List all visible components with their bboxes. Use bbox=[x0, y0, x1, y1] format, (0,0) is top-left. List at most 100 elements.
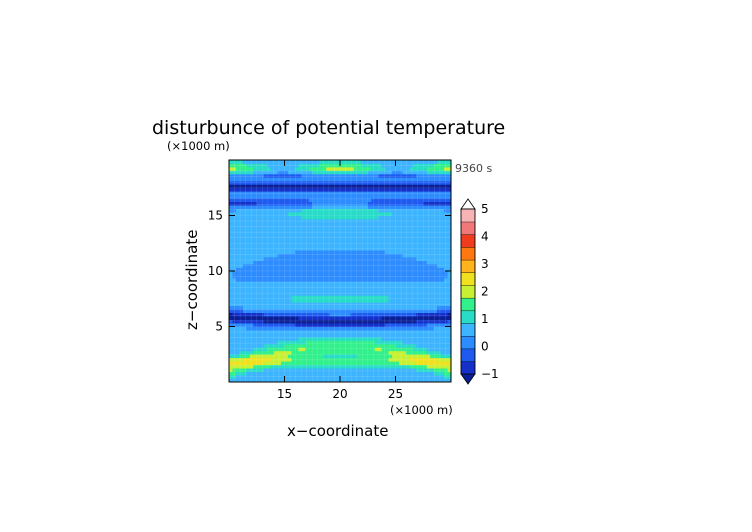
field-cell bbox=[409, 347, 414, 352]
field-cell bbox=[294, 319, 299, 324]
field-cell bbox=[426, 271, 431, 275]
field-cell bbox=[308, 371, 313, 376]
field-cell bbox=[298, 378, 303, 382]
field-cell bbox=[253, 347, 258, 352]
field-cell bbox=[385, 312, 389, 317]
field-cell bbox=[322, 229, 327, 234]
field-cell bbox=[253, 184, 258, 189]
field-cell bbox=[402, 264, 407, 268]
field-cell bbox=[281, 260, 285, 265]
field-cell bbox=[239, 288, 244, 293]
field-cell bbox=[392, 281, 396, 286]
field-cell bbox=[246, 336, 251, 341]
field-cell bbox=[263, 281, 268, 286]
field-cell bbox=[301, 187, 306, 192]
field-cell bbox=[229, 375, 233, 379]
field-cell bbox=[447, 316, 451, 320]
field-cell bbox=[426, 184, 431, 189]
field-cell bbox=[357, 329, 362, 334]
field-cell bbox=[433, 319, 438, 324]
field-cell bbox=[229, 232, 233, 237]
field-cell bbox=[440, 333, 445, 338]
field-cell bbox=[281, 257, 285, 261]
field-cell bbox=[378, 225, 383, 230]
field-cell bbox=[277, 354, 282, 359]
field-cell bbox=[336, 364, 341, 369]
field-cell bbox=[367, 305, 372, 310]
field-cell bbox=[405, 329, 410, 334]
field-cell bbox=[353, 198, 358, 203]
field-cell bbox=[360, 361, 365, 366]
field-cell bbox=[315, 271, 320, 275]
field-cell bbox=[336, 170, 341, 175]
field-cell bbox=[423, 191, 428, 196]
field-cell bbox=[440, 260, 445, 265]
field-cell bbox=[322, 187, 327, 192]
field-cell bbox=[329, 215, 334, 220]
field-cell bbox=[419, 173, 424, 178]
field-cell bbox=[416, 333, 421, 338]
field-cell bbox=[274, 375, 278, 379]
field-cell bbox=[353, 166, 358, 171]
field-cell bbox=[229, 350, 233, 355]
field-cell bbox=[405, 350, 410, 355]
field-cell bbox=[253, 368, 258, 372]
field-cell bbox=[364, 239, 369, 244]
field-cell bbox=[398, 312, 403, 317]
field-cell bbox=[346, 361, 351, 366]
field-cell bbox=[239, 343, 244, 348]
field-cell bbox=[249, 284, 254, 289]
field-cell bbox=[336, 354, 341, 359]
field-cell bbox=[281, 357, 285, 362]
field-cell bbox=[294, 205, 299, 209]
field-cell bbox=[298, 364, 303, 369]
field-cell bbox=[232, 191, 237, 196]
field-cell bbox=[357, 281, 362, 286]
field-cell bbox=[253, 350, 258, 355]
field-cell bbox=[256, 246, 261, 251]
field-cell bbox=[256, 191, 261, 196]
field-cell bbox=[242, 274, 247, 279]
field-cell bbox=[256, 302, 261, 307]
field-cell bbox=[246, 212, 251, 216]
field-cell bbox=[274, 264, 278, 268]
field-cell bbox=[301, 298, 306, 303]
field-cell bbox=[315, 295, 320, 300]
field-cell bbox=[433, 329, 438, 334]
field-cell bbox=[315, 291, 320, 296]
field-cell bbox=[281, 239, 285, 244]
field-cell bbox=[395, 343, 400, 348]
field-cell bbox=[308, 222, 313, 227]
field-cell bbox=[284, 361, 289, 366]
field-cell bbox=[315, 329, 320, 334]
field-cell bbox=[374, 357, 379, 362]
field-cell bbox=[329, 364, 334, 369]
field-cell bbox=[229, 212, 233, 216]
field-cell bbox=[235, 253, 240, 258]
field-cell bbox=[263, 260, 268, 265]
field-cell bbox=[353, 180, 358, 185]
field-cell bbox=[433, 173, 438, 178]
field-cell bbox=[232, 253, 237, 258]
field-cell bbox=[433, 274, 438, 279]
field-cell bbox=[260, 371, 265, 376]
field-cell bbox=[364, 357, 369, 362]
field-cell bbox=[336, 305, 341, 310]
field-cell bbox=[367, 284, 372, 289]
field-cell bbox=[277, 267, 282, 272]
field-cell bbox=[256, 243, 261, 248]
field-cell bbox=[305, 243, 310, 248]
field-cell bbox=[281, 309, 285, 314]
field-cell bbox=[305, 253, 310, 258]
field-cell bbox=[277, 371, 282, 376]
field-cell bbox=[398, 368, 403, 372]
field-cell bbox=[281, 378, 285, 382]
field-cell bbox=[284, 288, 289, 293]
field-cell bbox=[378, 166, 383, 171]
field-cell bbox=[437, 312, 441, 317]
field-cell bbox=[402, 160, 407, 164]
field-cell bbox=[281, 350, 285, 355]
field-cell bbox=[398, 309, 403, 314]
field-cell bbox=[260, 184, 265, 189]
field-cell bbox=[235, 319, 240, 324]
